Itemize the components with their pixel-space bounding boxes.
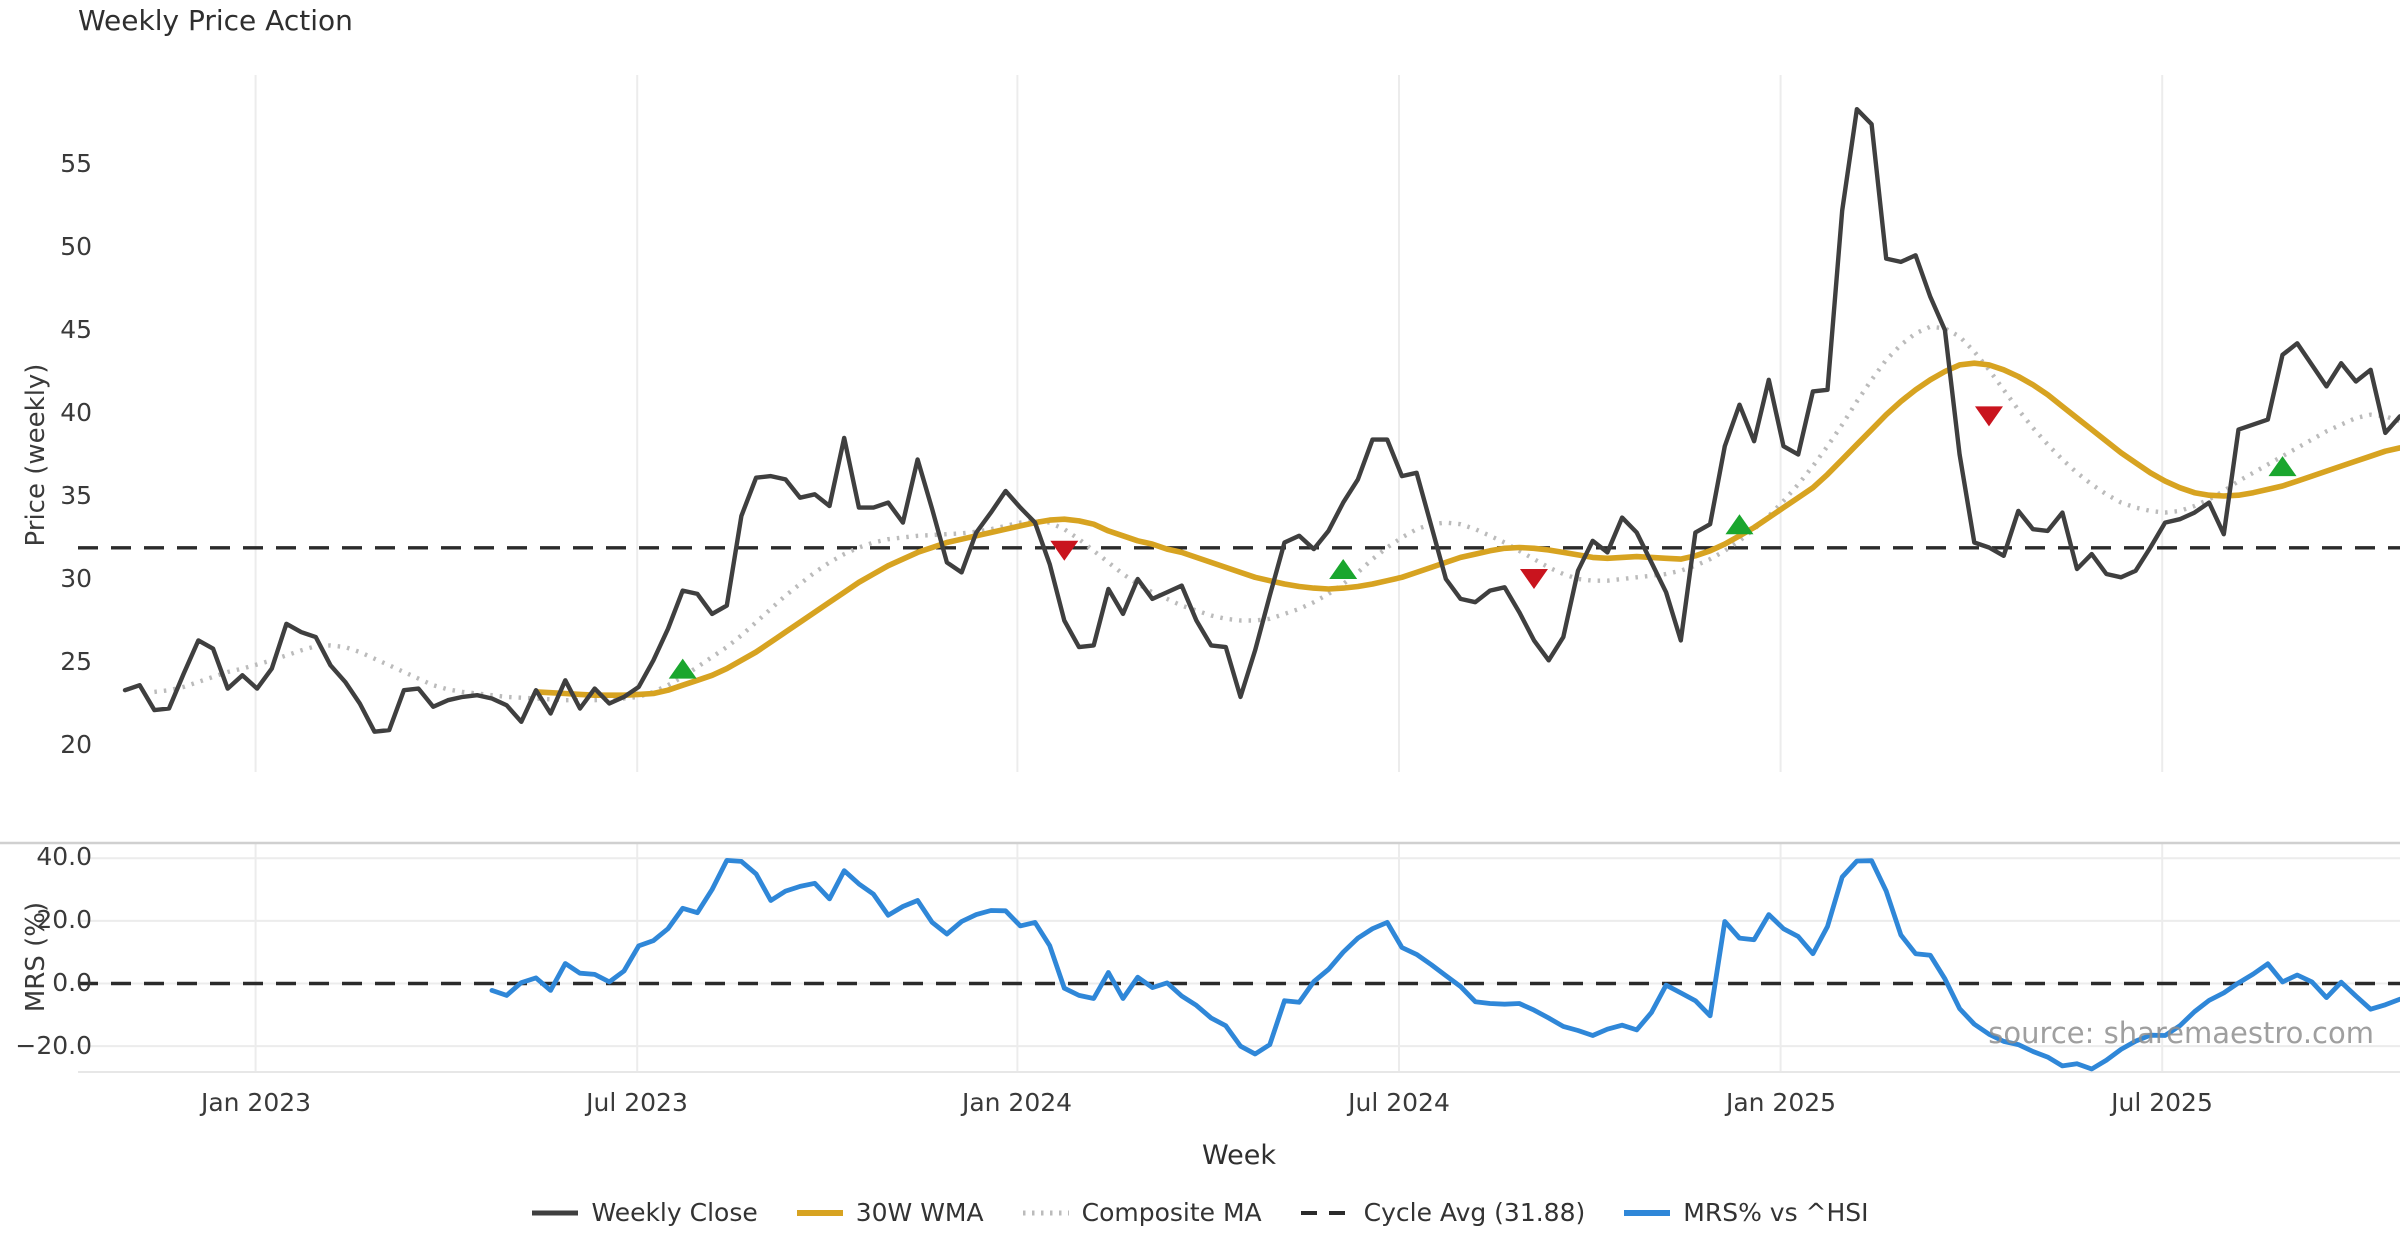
weekly-close-line-swatch-icon bbox=[532, 1210, 579, 1215]
legend-item-wma: 30W WMA bbox=[796, 1198, 984, 1227]
mrs-tick-0: 0.0 bbox=[52, 968, 92, 997]
mrs-tick-20: 20.0 bbox=[36, 905, 92, 934]
x-tick-jul-2023: Jul 2023 bbox=[586, 1088, 688, 1117]
price-tick-35: 35 bbox=[60, 481, 92, 510]
legend-item-mrs: MRS% vs ^HSI bbox=[1623, 1198, 1869, 1227]
legend-label-weekly-close: Weekly Close bbox=[591, 1198, 758, 1227]
x-tick-jan-2025: Jan 2025 bbox=[1725, 1088, 1837, 1117]
legend-label-wma: 30W WMA bbox=[855, 1198, 984, 1227]
wma-line-swatch-icon bbox=[796, 1209, 843, 1216]
x-tick-jul-2024: Jul 2024 bbox=[1348, 1088, 1450, 1117]
mrs-line bbox=[489, 858, 2400, 1072]
mrs-tick-neg20: −20.0 bbox=[15, 1031, 92, 1060]
mrs-line-swatch-icon bbox=[1624, 1209, 1671, 1216]
chart-title: Weekly Price Action bbox=[78, 4, 353, 37]
composite-dotted-swatch-icon bbox=[1022, 1210, 1069, 1215]
buy-signal-marker bbox=[668, 658, 697, 679]
legend-item-weekly-close: Weekly Close bbox=[531, 1198, 758, 1227]
buy-signal-marker bbox=[1329, 559, 1358, 580]
x-tick-jul-2025: Jul 2025 bbox=[2111, 1088, 2213, 1117]
x-tick-jan-2023: Jan 2023 bbox=[200, 1088, 312, 1117]
buy-signal-marker bbox=[1725, 514, 1754, 535]
x-tick-jan-2024: Jan 2024 bbox=[961, 1088, 1073, 1117]
legend-label-mrs: MRS% vs ^HSI bbox=[1683, 1198, 1869, 1227]
source-watermark: source: sharemaestro.com bbox=[1988, 1016, 2374, 1050]
sell-signal-marker bbox=[1519, 569, 1548, 589]
cycle-avg-dashed-swatch-icon bbox=[1300, 1210, 1351, 1215]
price-tick-40: 40 bbox=[60, 398, 92, 427]
weekly-close-line bbox=[122, 107, 2400, 734]
legend-item-composite: Composite MA bbox=[1022, 1198, 1262, 1227]
price-tick-45: 45 bbox=[60, 315, 92, 344]
legend-label-cycle-avg: Cycle Avg (31.88) bbox=[1363, 1198, 1586, 1227]
sell-signal-marker bbox=[1050, 540, 1079, 561]
composite-ma-line bbox=[154, 324, 2400, 703]
price-tick-30: 30 bbox=[60, 564, 92, 593]
price-tick-55: 55 bbox=[60, 149, 92, 178]
x-axis-label: Week bbox=[1202, 1140, 1276, 1171]
price-axis-label: Price (weekly) bbox=[21, 363, 51, 547]
price-tick-25: 25 bbox=[60, 647, 92, 676]
legend-item-cycle-avg: Cycle Avg (31.88) bbox=[1300, 1198, 1586, 1227]
mrs-tick-40: 40.0 bbox=[36, 842, 92, 871]
sell-signal-marker bbox=[1974, 406, 2003, 427]
wma-30w-line bbox=[533, 360, 2400, 698]
price-tick-50: 50 bbox=[60, 232, 92, 261]
chart-legend: Weekly Close 30W WMA Composite MA Cycle … bbox=[0, 1198, 2400, 1227]
buy-signal-marker bbox=[2268, 456, 2297, 477]
price-tick-20: 20 bbox=[60, 730, 92, 759]
legend-label-composite: Composite MA bbox=[1081, 1198, 1262, 1227]
